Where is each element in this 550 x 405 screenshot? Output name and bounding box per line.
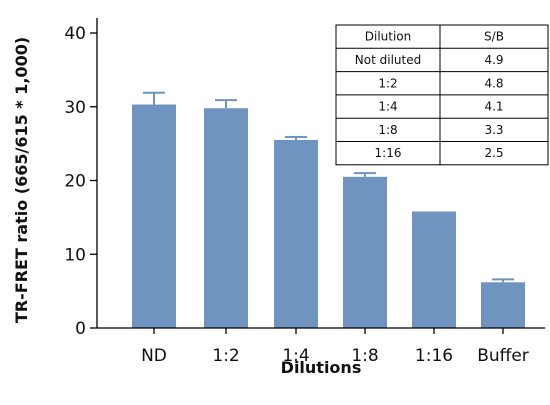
inset-table: Dilution S/B Not diluted 4.9 1:2 4.8 1:4 4.1 1:8… — [335, 24, 549, 166]
x-tick-labels: ND 1:2 1:4 1:8 1:16 Buffer — [141, 346, 529, 366]
y-tick-label-30: 30 — [64, 98, 86, 118]
bar-1 — [204, 108, 248, 328]
table-cell-sb: 4.8 — [484, 76, 503, 90]
x-tick-label-5: Buffer — [477, 346, 529, 366]
bars-group — [132, 104, 525, 328]
table-cell-sb: 3.3 — [484, 123, 503, 137]
y-tick-labels: 0 10 20 30 40 — [64, 24, 86, 339]
table-cell-dilution: Not diluted — [355, 53, 421, 67]
x-axis-title: Dilutions — [281, 358, 362, 377]
y-tick-label-0: 0 — [75, 319, 86, 339]
bar-2 — [274, 139, 318, 328]
table-cell-dilution: 1:8 — [378, 123, 397, 137]
bar-4 — [412, 211, 456, 328]
x-tick-label-4: 1:16 — [415, 346, 453, 366]
table-header-sb: S/B — [484, 30, 504, 44]
x-tick-label-3: 1:8 — [351, 346, 378, 366]
y-tick-label-10: 10 — [64, 245, 86, 265]
table-cell-sb: 4.9 — [484, 53, 503, 67]
y-axis-title: TR-FRET ratio (665/615 * 1,000) — [12, 37, 31, 323]
y-tick-label-20: 20 — [64, 172, 86, 192]
table-cell-dilution: 1:16 — [375, 146, 402, 160]
x-tick-label-2: 1:4 — [282, 346, 309, 366]
table-cell-sb: 4.1 — [484, 100, 503, 114]
error-bars-group — [143, 91, 514, 283]
bar-0 — [132, 104, 176, 328]
table-cell-dilution: 1:2 — [378, 76, 397, 90]
y-tick-label-40: 40 — [64, 24, 86, 44]
axes-group — [90, 18, 545, 334]
bar-5 — [481, 282, 525, 328]
x-tick-label-1: 1:2 — [212, 346, 239, 366]
table-header-dilution: Dilution — [365, 30, 412, 44]
table-cell-sb: 2.5 — [484, 146, 503, 160]
table-cell-dilution: 1:4 — [378, 100, 397, 114]
x-tick-label-0: ND — [141, 346, 167, 366]
bar-3 — [343, 176, 387, 328]
